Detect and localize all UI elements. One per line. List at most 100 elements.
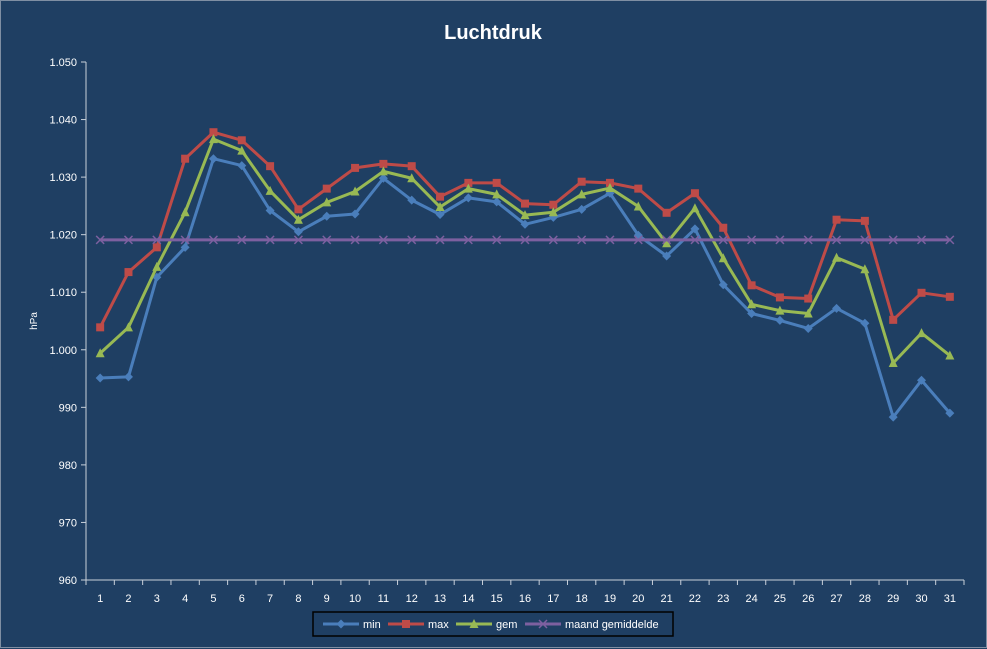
legend-swatch-marker <box>469 619 479 628</box>
x-marker-stroke <box>152 235 162 245</box>
x-tick-label: 31 <box>944 593 956 605</box>
y-tick-label: 1.010 <box>49 287 77 299</box>
x-marker-stroke <box>747 235 757 245</box>
x-marker-stroke <box>208 235 218 245</box>
y-axis-label: hPa <box>29 312 40 330</box>
data-point-min <box>293 227 303 237</box>
data-point-maand-gemiddelde <box>945 235 955 245</box>
legend: min max gem maand gemiddelde <box>312 611 674 637</box>
x-tick-label: 11 <box>378 593 389 605</box>
data-point-maand-gemiddelde <box>463 235 473 245</box>
data-point-maand-gemiddelde <box>747 235 757 245</box>
data-point-min <box>662 251 672 261</box>
data-point-min <box>520 219 530 229</box>
data-point-max <box>577 177 586 186</box>
data-point-gem <box>208 134 218 144</box>
x-tick-label: 5 <box>210 593 216 605</box>
data-point-maand-gemiddelde <box>860 235 870 245</box>
data-point-min <box>690 224 700 234</box>
x-tick-label: 10 <box>349 593 361 605</box>
x-marker-stroke <box>775 235 785 245</box>
data-point-gem <box>747 299 757 309</box>
data-point-gem <box>350 186 360 196</box>
data-point-maand-gemiddelde <box>435 235 445 245</box>
data-point-gem <box>237 145 247 155</box>
x-marker-stroke <box>690 235 700 245</box>
data-point-maand-gemiddelde <box>690 235 700 245</box>
x-tick-label: 7 <box>267 593 273 605</box>
x-tick-label: 30 <box>915 593 927 605</box>
x-marker-stroke <box>888 235 898 245</box>
data-point-max <box>209 128 218 137</box>
x-marker-stroke <box>803 235 813 245</box>
data-point-gem <box>95 348 105 358</box>
data-point-gem <box>265 185 275 195</box>
x-tick-label: 25 <box>774 593 786 605</box>
x-tick-label: 23 <box>717 593 729 605</box>
data-point-max <box>832 215 841 224</box>
legend-entry-gem: gem <box>456 619 517 631</box>
legend-swatch-marker <box>538 619 548 629</box>
data-point-gem <box>123 322 133 332</box>
data-point-max <box>662 208 671 217</box>
data-point-min <box>208 154 218 164</box>
data-point-maand-gemiddelde <box>803 235 813 245</box>
data-point-min <box>237 161 247 171</box>
x-tick-label: 22 <box>689 593 701 605</box>
legend-label: maand gemiddelde <box>565 619 659 631</box>
data-point-max <box>605 178 614 187</box>
data-point-max <box>96 323 105 332</box>
data-point-max <box>322 184 331 193</box>
data-point-gem <box>520 210 530 220</box>
x-marker-stroke <box>123 235 134 245</box>
data-point-max <box>747 281 756 290</box>
data-point-min <box>322 211 332 221</box>
data-point-min <box>492 197 502 207</box>
data-point-gem <box>605 183 615 193</box>
data-point-gem <box>180 207 190 217</box>
series-gem <box>95 134 955 368</box>
data-point-maand-gemiddelde <box>916 235 927 245</box>
x-marker-stroke <box>662 235 672 245</box>
x-tick-label: 19 <box>604 593 616 605</box>
x-tick-label: 6 <box>239 593 245 605</box>
data-point-max <box>690 189 699 198</box>
data-point-gem <box>407 173 417 183</box>
series-maand-gemiddelde <box>95 235 955 245</box>
x-marker-stroke <box>322 235 332 245</box>
data-point-gem <box>435 202 445 212</box>
x-marker-stroke <box>265 235 275 245</box>
legend-swatch-marker <box>336 619 346 629</box>
x-marker-stroke <box>378 235 388 245</box>
y-tick-label: 1.050 <box>49 57 77 69</box>
data-point-max <box>464 178 473 187</box>
series-max <box>96 128 954 332</box>
data-point-max <box>379 159 388 168</box>
data-point-gem <box>803 308 813 318</box>
data-point-maand-gemiddelde <box>293 235 303 245</box>
data-point-max <box>294 205 303 214</box>
data-point-maand-gemiddelde <box>350 235 360 245</box>
x-tick-label: 16 <box>519 593 531 605</box>
data-point-gem <box>492 189 502 199</box>
data-point-min <box>888 412 898 422</box>
data-point-maand-gemiddelde <box>180 235 190 245</box>
data-point-maand-gemiddelde <box>718 235 728 245</box>
x-marker-stroke <box>492 235 502 245</box>
data-point-min <box>803 323 813 333</box>
y-tick-label: 1.000 <box>49 345 77 357</box>
x-marker-stroke <box>633 235 643 245</box>
data-point-min <box>945 408 955 418</box>
data-point-min <box>180 242 190 252</box>
data-point-max <box>407 162 416 171</box>
y-tick-label: 960 <box>59 575 77 587</box>
x-marker-stroke <box>293 235 303 245</box>
legend-label: min <box>363 619 381 631</box>
x-tick-label: 3 <box>154 593 160 605</box>
data-point-maand-gemiddelde <box>633 235 643 245</box>
data-point-maand-gemiddelde <box>322 235 332 245</box>
legend-swatch-marker <box>402 620 410 628</box>
data-point-maand-gemiddelde <box>888 235 898 245</box>
data-point-max <box>152 243 161 252</box>
data-point-min <box>860 318 870 328</box>
